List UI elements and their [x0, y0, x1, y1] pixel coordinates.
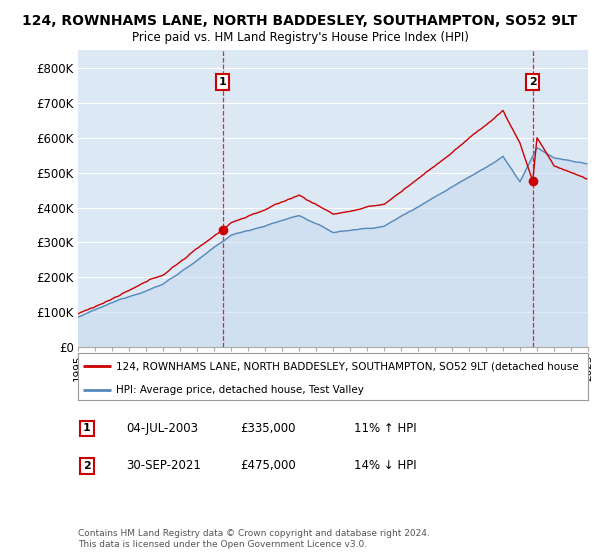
- Text: 1: 1: [83, 423, 91, 433]
- Text: 04-JUL-2003: 04-JUL-2003: [126, 422, 198, 435]
- Text: £335,000: £335,000: [240, 422, 296, 435]
- Text: 14% ↓ HPI: 14% ↓ HPI: [354, 459, 416, 473]
- Text: 11% ↑ HPI: 11% ↑ HPI: [354, 422, 416, 435]
- Text: 2: 2: [529, 77, 536, 87]
- Text: 30-SEP-2021: 30-SEP-2021: [126, 459, 201, 473]
- Text: 124, ROWNHAMS LANE, NORTH BADDESLEY, SOUTHAMPTON, SO52 9LT (detached house: 124, ROWNHAMS LANE, NORTH BADDESLEY, SOU…: [116, 361, 579, 371]
- Text: 124, ROWNHAMS LANE, NORTH BADDESLEY, SOUTHAMPTON, SO52 9LT: 124, ROWNHAMS LANE, NORTH BADDESLEY, SOU…: [22, 14, 578, 28]
- Text: HPI: Average price, detached house, Test Valley: HPI: Average price, detached house, Test…: [116, 385, 364, 395]
- Text: £475,000: £475,000: [240, 459, 296, 473]
- Text: Contains HM Land Registry data © Crown copyright and database right 2024.
This d: Contains HM Land Registry data © Crown c…: [78, 529, 430, 549]
- Text: Price paid vs. HM Land Registry's House Price Index (HPI): Price paid vs. HM Land Registry's House …: [131, 31, 469, 44]
- Text: 2: 2: [83, 461, 91, 471]
- Text: 1: 1: [218, 77, 226, 87]
